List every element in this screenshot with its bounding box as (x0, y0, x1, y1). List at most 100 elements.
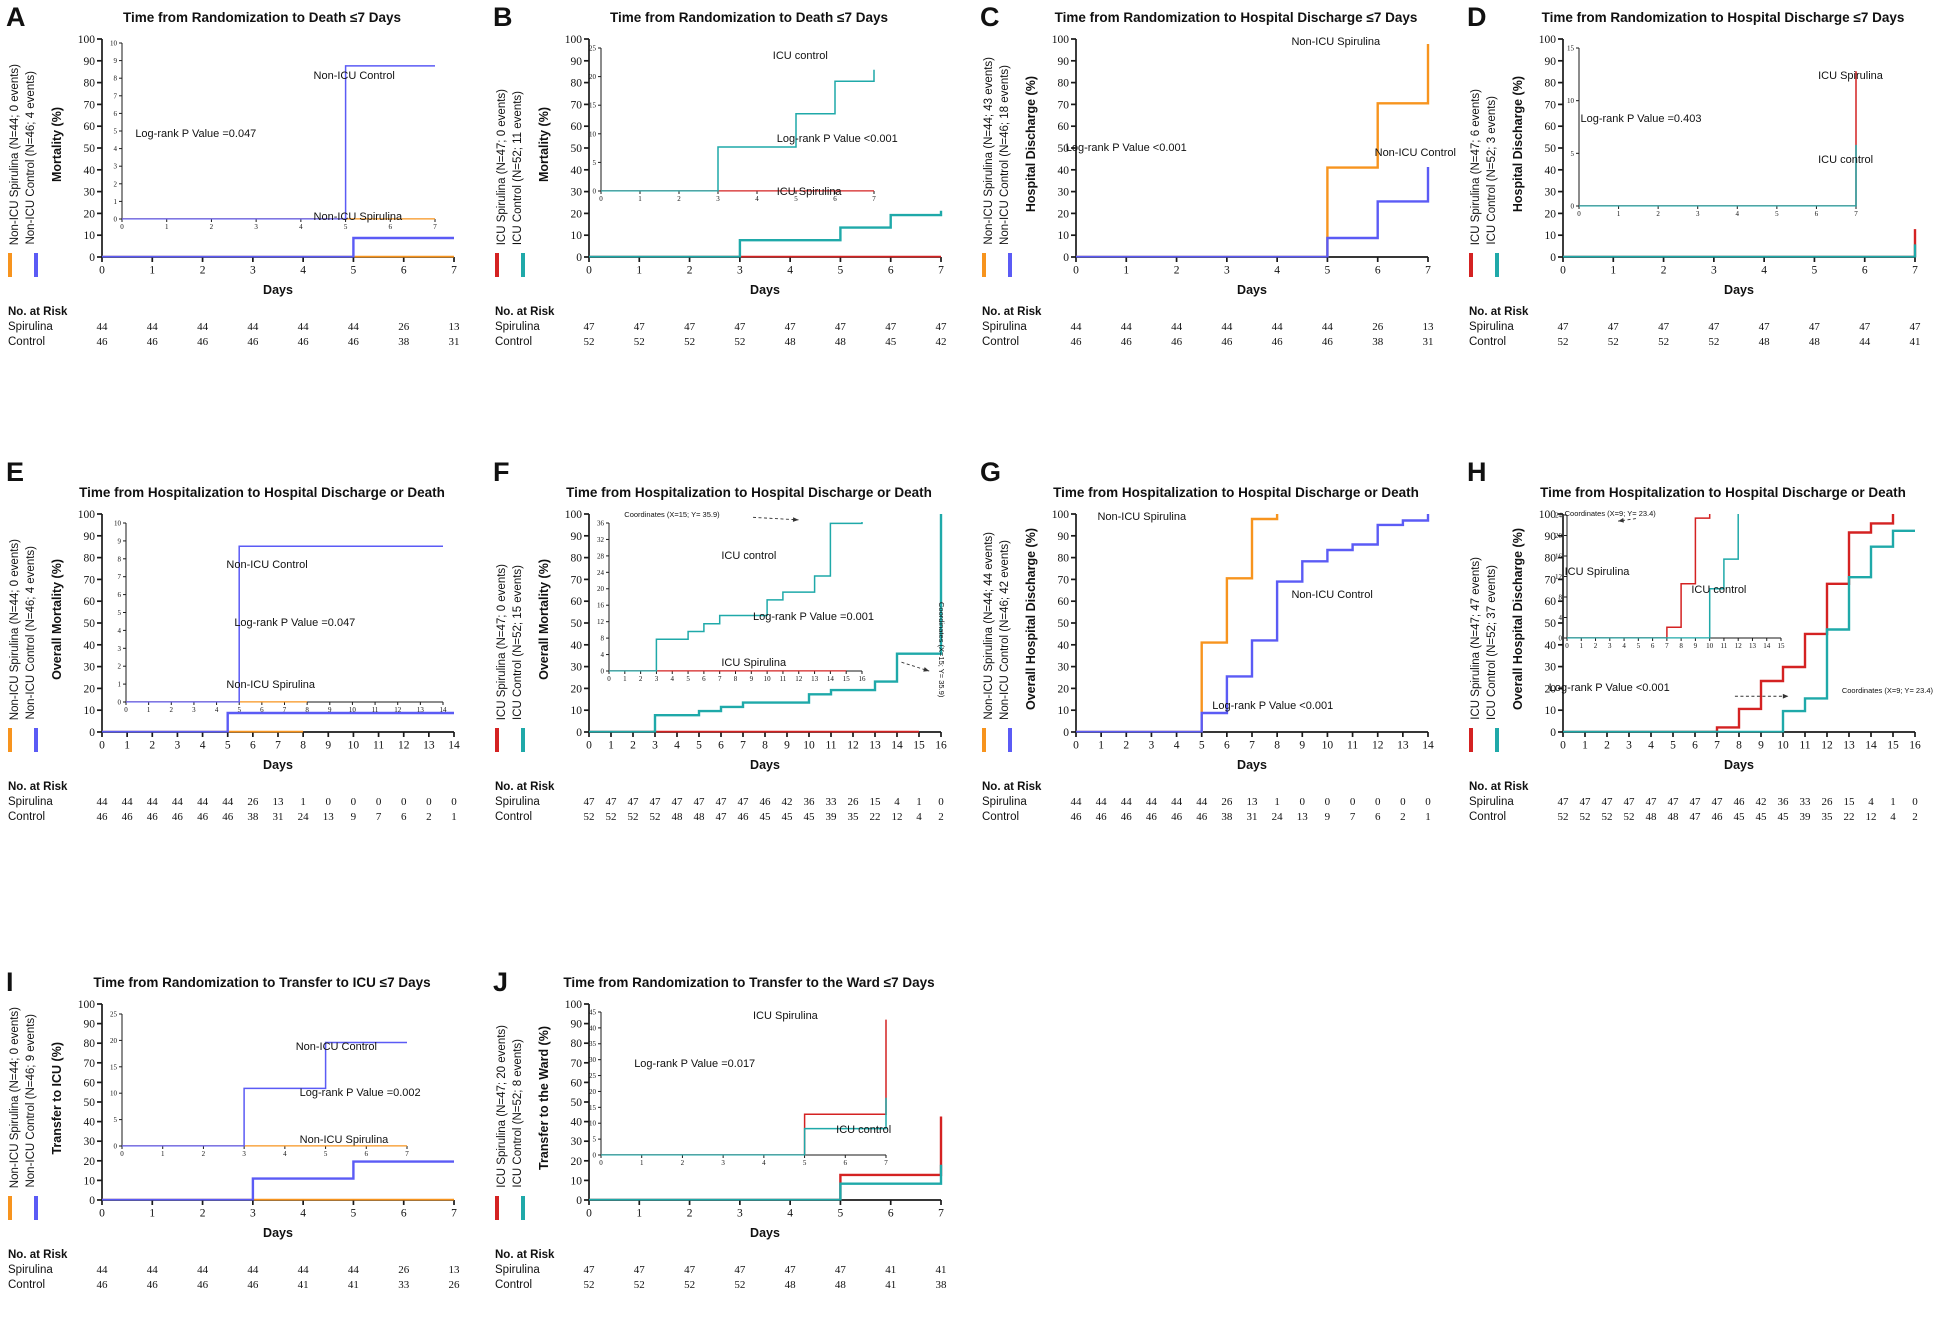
svg-text:60: 60 (84, 1077, 96, 1089)
svg-text:14: 14 (1865, 740, 1877, 752)
risk-row-spirulina: Spirulina 47 47 47 47 47 47 47 47 46 42 36 33 26 15 4 1 0 (1461, 796, 1948, 811)
risk-value: 52 (734, 336, 746, 348)
curve-label: Non-ICU Control (1291, 589, 1373, 602)
svg-text:1: 1 (149, 265, 155, 277)
svg-text:80: 80 (1058, 78, 1070, 90)
legend-label-2: ICU Control (N=52; 3 events) (1485, 96, 1498, 245)
risk-value: 38 (1372, 336, 1384, 348)
risk-value: 44 (146, 321, 158, 333)
legend-swatch-teal (521, 253, 525, 277)
svg-text:5: 5 (794, 195, 798, 203)
legend-label-2: Non-ICU Control (N=46; 9 events) (24, 1014, 37, 1188)
risk-value: 44 (1145, 796, 1157, 808)
svg-text:2: 2 (149, 740, 155, 752)
svg-text:20: 20 (589, 73, 597, 81)
x-axis-label: Days (263, 283, 293, 297)
risk-value: 46 (1145, 811, 1157, 823)
svg-text:5: 5 (237, 706, 241, 714)
svg-text:10: 10 (1777, 740, 1789, 752)
legend-texts: Non-ICU Spirulina (N=44; 0 events) Non-IC… (9, 996, 36, 1188)
coordinates-label: Coordinates (X=15; Y= 35.9) (937, 601, 947, 698)
svg-text:0: 0 (113, 1142, 117, 1150)
risk-value: 26 (1221, 796, 1233, 808)
km-curve-non-icu-control (121, 64, 435, 220)
risk-row-spirulina: Spirulina 44 44 44 44 44 44 26 13 1 0 0 0 0 0 0 (0, 796, 487, 811)
risk-value: 44 (96, 1264, 108, 1276)
svg-text:3: 3 (254, 223, 258, 231)
svg-text:3: 3 (737, 1208, 743, 1220)
x-axis-label: Days (1724, 758, 1754, 772)
km-panel-C: C Time from Randomization to Hospital Di… (974, 0, 1461, 455)
risk-value: 47 (1689, 796, 1701, 808)
svg-text:12: 12 (795, 675, 803, 683)
svg-text:90: 90 (1545, 531, 1557, 543)
svg-text:0: 0 (607, 675, 611, 683)
svg-text:6: 6 (250, 740, 256, 752)
svg-text:10: 10 (1706, 642, 1714, 650)
svg-text:24: 24 (597, 568, 605, 576)
p-value-label: Log-rank P Value =0.001 (753, 610, 874, 623)
risk-row-label: Control (982, 336, 1020, 348)
svg-text:13: 13 (423, 740, 435, 752)
legend-label-1: ICU Spirulina (N=47; 6 events) (1470, 88, 1483, 245)
svg-text:9: 9 (113, 57, 117, 65)
risk-row-label: Spirulina (495, 796, 540, 808)
svg-text:90: 90 (571, 1019, 583, 1031)
svg-text:9: 9 (1693, 642, 1697, 650)
x-axis-label: Days (263, 758, 293, 772)
svg-text:24: 24 (1555, 511, 1563, 519)
legend-swatch-red (495, 253, 499, 277)
legend-swatch-red (1469, 253, 1473, 277)
risk-value: 2 (1912, 811, 1918, 823)
svg-text:40: 40 (1545, 640, 1557, 652)
svg-text:100: 100 (78, 509, 96, 521)
risk-value: 46 (1321, 336, 1333, 348)
risk-value: 38 (935, 1279, 947, 1291)
svg-text:70: 70 (84, 574, 96, 586)
risk-value: 46 (96, 336, 108, 348)
svg-text:3: 3 (716, 195, 720, 203)
svg-text:5: 5 (351, 1208, 357, 1220)
risk-value: 38 (247, 811, 259, 823)
svg-text:9: 9 (328, 706, 332, 714)
inset-plot-svg: 0 5 10 15 0 1 2 3 4 5 6 7 (1567, 44, 1858, 218)
svg-text:8: 8 (762, 740, 768, 752)
svg-text:0: 0 (576, 727, 582, 739)
svg-text:60: 60 (84, 121, 96, 133)
risk-value: 6 (400, 811, 407, 823)
legend-texts: ICU Spirulina (N=47; 20 events) ICU Contr… (496, 996, 523, 1188)
svg-text:50: 50 (571, 618, 583, 630)
panel-title: Time from Randomization to Hospital Disc… (1054, 10, 1418, 25)
risk-value: 41 (885, 1264, 897, 1276)
risk-row-spirulina: Spirulina 44 44 44 44 44 44 26 13 (0, 1264, 487, 1279)
km-curve-icu-spirulina (1563, 514, 1895, 733)
svg-text:3: 3 (175, 740, 181, 752)
p-value-label: Log-rank P Value <0.001 (1212, 700, 1334, 713)
svg-text:40: 40 (1545, 165, 1557, 177)
svg-text:1: 1 (1616, 210, 1620, 218)
km-curve-icu-control (589, 210, 943, 258)
risk-value: 38 (398, 336, 410, 348)
km-panel-B: B Time from Randomization to Death ≤7 Da… (487, 0, 974, 455)
risk-value: 52 (1557, 811, 1569, 823)
svg-text:3: 3 (1711, 265, 1717, 277)
curve-label: ICU Spirulina (753, 1009, 818, 1022)
svg-text:7: 7 (1912, 265, 1918, 277)
svg-text:7: 7 (451, 265, 457, 277)
risk-value: 46 (1711, 811, 1723, 823)
km-panel-E: E Time from Hospitalization to Hospital … (0, 455, 487, 965)
svg-text:8: 8 (300, 740, 306, 752)
risk-value: 52 (1607, 336, 1619, 348)
svg-text:12: 12 (1555, 573, 1563, 581)
svg-text:80: 80 (84, 553, 96, 565)
risk-value: 46 (222, 811, 234, 823)
legend-swatch-red (1469, 728, 1473, 752)
risk-value: 13 (1422, 321, 1434, 333)
svg-text:15: 15 (1887, 740, 1899, 752)
y-axis-label: Hospital Discharge (%) (1024, 75, 1038, 213)
svg-text:90: 90 (84, 1019, 96, 1031)
